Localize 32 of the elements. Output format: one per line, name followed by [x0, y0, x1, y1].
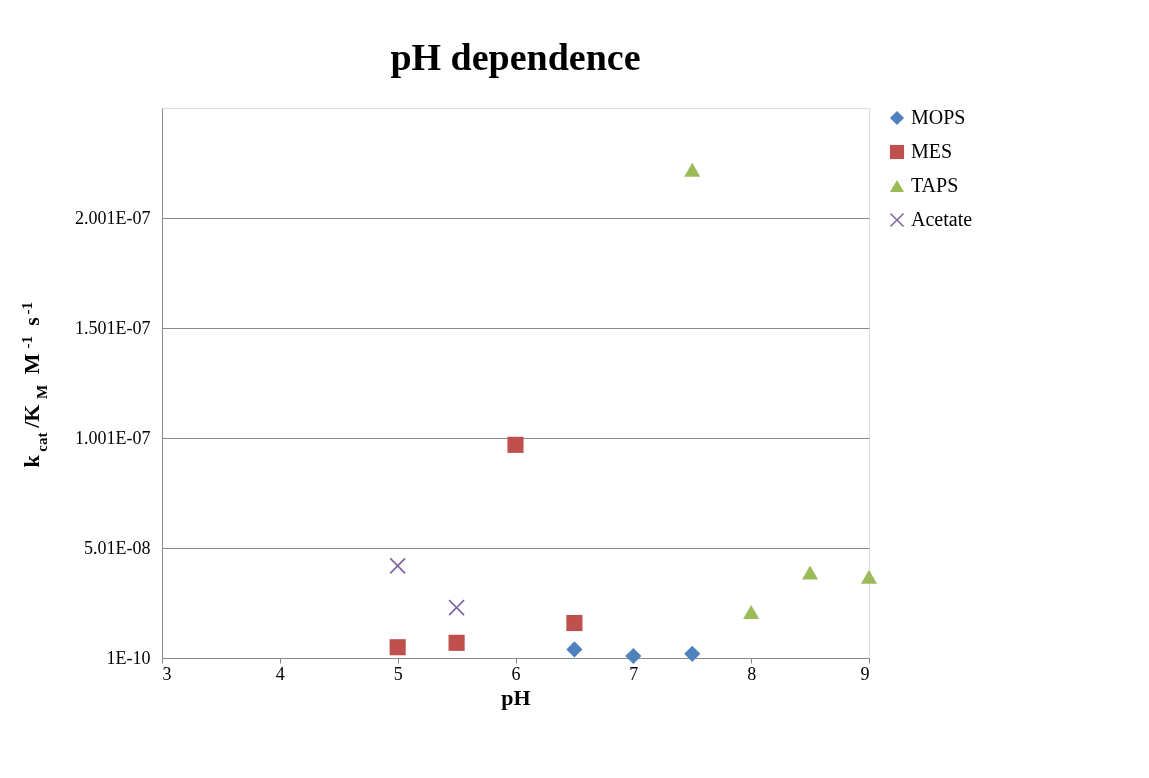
- legend-label: MES: [911, 140, 953, 162]
- x-tick-label: 5: [393, 663, 403, 684]
- y-tick-label: 5.01E-08: [84, 537, 151, 558]
- point: [448, 634, 465, 651]
- x-tick-label: 4: [275, 663, 285, 684]
- point: [448, 599, 465, 616]
- point: [802, 565, 819, 580]
- y-tick-label: 1.001E-07: [75, 427, 151, 448]
- point: [625, 647, 642, 665]
- point: [566, 641, 583, 658]
- x-tick-label: 9: [860, 663, 870, 684]
- x-tick-label: 6: [511, 663, 521, 684]
- point: [389, 639, 406, 656]
- x-tick-label: 3: [162, 663, 172, 684]
- x-tick-label: 7: [629, 663, 639, 684]
- x-tick-label: 8: [747, 663, 757, 684]
- y-tick-label: 1E-10: [106, 647, 151, 668]
- y-axis-title: kcat/KM M-1 s-1: [19, 302, 50, 468]
- y-tick-label: 1.501E-07: [75, 317, 151, 338]
- point: [507, 436, 524, 453]
- x-axis-title: pH: [501, 684, 531, 710]
- legend-label: Acetate: [911, 208, 973, 230]
- point: [743, 605, 760, 619]
- point: [684, 162, 701, 177]
- point: [566, 614, 583, 632]
- legend-label: MOPS: [911, 106, 966, 128]
- point: [389, 557, 406, 574]
- point: [684, 645, 701, 662]
- y-tick-label: 2.001E-07: [75, 207, 151, 228]
- legend-label: TAPS: [911, 174, 959, 196]
- point: [860, 569, 878, 584]
- chart-title: pH dependence: [390, 36, 641, 78]
